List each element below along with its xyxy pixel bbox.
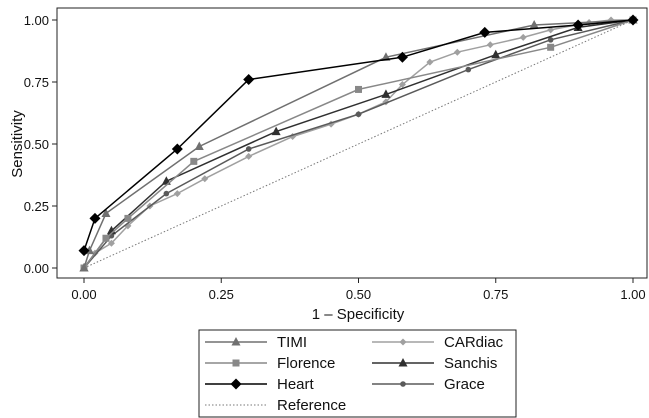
legend-label: Grace [444, 376, 485, 393]
data-point-cardiac [519, 33, 527, 41]
legend: TIMI CARdiac Florence Sanchis Heart Grace Refe… [198, 329, 517, 418]
data-point-heart [89, 212, 101, 224]
x-tick-label: 0.00 [71, 287, 96, 302]
legend-label: Florence [277, 355, 335, 372]
data-point-heart [479, 26, 491, 38]
legend-item-heart: Heart [205, 376, 315, 393]
y-axis-ticks: 0.00 0.25 0.50 0.75 1.00 [24, 13, 57, 276]
series-reference [83, 19, 634, 269]
data-point-timi [101, 208, 111, 217]
y-tick-label: 0.00 [24, 261, 49, 276]
data-point-timi [79, 263, 89, 272]
data-point-florence [355, 85, 362, 93]
x-tick-label: 0.75 [483, 287, 508, 302]
legend-marker [400, 381, 406, 387]
plot-border [56, 7, 648, 279]
legend-label: TIMI [277, 334, 307, 351]
data-point-florence [190, 157, 198, 165]
data-point-cardiac [245, 152, 253, 160]
data-point-heart [171, 143, 183, 155]
x-axis-title: 1 – Specificity [312, 306, 405, 323]
legend-item-sanchis: Sanchis [372, 355, 497, 372]
legend-item-reference: Reference [205, 397, 346, 414]
y-tick-label: 0.75 [24, 75, 49, 90]
legend-label: Heart [277, 376, 315, 393]
series-line-reference [83, 19, 634, 269]
series-line-sanchis [83, 19, 634, 269]
data-point-cardiac [453, 48, 461, 56]
data-point-heart [396, 51, 408, 63]
legend-item-grace: Grace [372, 376, 485, 393]
data-point-timi [529, 19, 539, 29]
data-point-grace [163, 190, 170, 197]
data-point-heart [572, 19, 584, 31]
data-point-sanchis [491, 49, 501, 59]
data-point-timi [194, 141, 204, 150]
series-line-heart [83, 19, 634, 251]
data-point-florence [547, 43, 555, 51]
y-tick-label: 0.50 [24, 137, 49, 152]
data-point-sanchis [381, 89, 391, 98]
data-point-sanchis [271, 126, 281, 136]
series-heart [78, 14, 639, 257]
x-tick-label: 0.50 [346, 287, 371, 302]
data-point-heart [243, 74, 255, 86]
data-point-cardiac [201, 175, 209, 183]
data-point-grace [465, 66, 472, 73]
plot-frame [56, 7, 648, 279]
data-point-cardiac [426, 58, 434, 66]
legend-box [198, 329, 517, 418]
y-tick-label: 1.00 [24, 13, 49, 28]
data-point-grace [547, 37, 554, 43]
x-axis-ticks: 0.00 0.25 0.50 0.75 1.00 [71, 278, 646, 302]
data-point-cardiac [547, 26, 555, 34]
data-point-heart [627, 14, 639, 26]
legend-item-timi: TIMI [205, 334, 307, 351]
series-sanchis [79, 15, 638, 272]
data-point-cardiac [173, 190, 181, 198]
legend-item-cardiac: CARdiac [372, 334, 504, 351]
data-point-florence [102, 234, 110, 242]
x-tick-label: 0.25 [209, 287, 234, 302]
series-line-grace [83, 19, 634, 269]
legend-marker [398, 358, 408, 367]
legend-item-florence: Florence [205, 355, 335, 372]
y-tick-label: 0.25 [24, 199, 49, 214]
legend-marker [232, 359, 240, 367]
legend-marker [230, 378, 242, 390]
series-timi [79, 15, 638, 272]
legend-label: Reference [277, 397, 346, 414]
series-layer [78, 14, 639, 272]
x-tick-label: 1.00 [620, 287, 645, 302]
data-point-grace [245, 146, 252, 152]
y-axis-title: Sensitivity [9, 110, 26, 178]
data-point-florence [124, 214, 132, 222]
legend-label: CARdiac [444, 334, 504, 351]
data-point-cardiac [398, 80, 406, 88]
data-point-cardiac [107, 239, 115, 247]
data-point-grace [355, 111, 362, 118]
legend-label: Sanchis [444, 355, 497, 372]
legend-marker [399, 338, 407, 346]
data-point-heart [78, 245, 90, 257]
legend-marker [231, 337, 241, 346]
data-point-cardiac [486, 41, 494, 49]
